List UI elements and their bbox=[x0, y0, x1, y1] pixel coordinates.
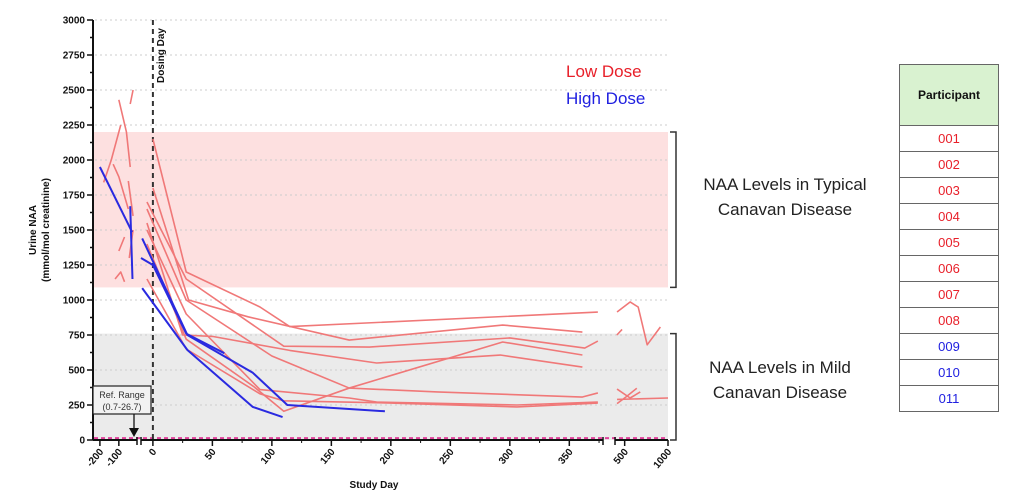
table-row: 005 bbox=[899, 229, 999, 256]
y-tick-label: 2500 bbox=[63, 86, 86, 97]
table-row: 004 bbox=[899, 203, 999, 230]
series-line-010 bbox=[141, 287, 283, 418]
x-tick-label: 50 bbox=[203, 447, 219, 463]
table-row: 003 bbox=[899, 177, 999, 204]
series-line-011 bbox=[140, 257, 225, 355]
table-row: 011 bbox=[899, 385, 999, 412]
participant-id: 003 bbox=[899, 177, 999, 204]
y-tick-label: 1000 bbox=[63, 296, 86, 307]
x-tick-label: 200 bbox=[378, 447, 397, 467]
series-line-002 bbox=[616, 328, 623, 336]
x-axis-label: Study Day bbox=[350, 480, 399, 491]
x-tick-label: -100 bbox=[104, 447, 126, 470]
series-line-006 bbox=[129, 89, 134, 105]
legend-high-dose: High Dose bbox=[566, 89, 646, 108]
reference-range-box bbox=[92, 385, 152, 415]
participant-id: 011 bbox=[899, 385, 999, 412]
table-row: 006 bbox=[899, 255, 999, 282]
table-row: 007 bbox=[899, 281, 999, 308]
y-tick-label: 2000 bbox=[63, 156, 86, 167]
table-header: Participant bbox=[899, 64, 999, 126]
series-line-004 bbox=[118, 236, 126, 252]
y-axis-label: Urine NAA (mmol/mol creatinine) bbox=[28, 178, 52, 282]
table-row: 001 bbox=[899, 125, 999, 152]
series-line-001 bbox=[118, 99, 132, 168]
participant-id: 008 bbox=[899, 307, 999, 334]
participant-id: 001 bbox=[899, 125, 999, 152]
reference-range-label: Ref. Range bbox=[99, 390, 145, 400]
series-line-001 bbox=[616, 301, 662, 346]
y-tick-label: 500 bbox=[68, 366, 85, 377]
x-tick-label: 150 bbox=[319, 447, 338, 467]
series-line-005 bbox=[616, 388, 641, 399]
series-line-002 bbox=[152, 187, 583, 341]
y-tick-label: 250 bbox=[68, 401, 85, 412]
y-tick-label: 1750 bbox=[63, 191, 86, 202]
table-row: 002 bbox=[899, 151, 999, 178]
y-tick-label: 1250 bbox=[63, 261, 86, 272]
x-tick-label: 350 bbox=[556, 447, 575, 467]
y-tick-label: 0 bbox=[79, 436, 85, 447]
table-row: 008 bbox=[899, 307, 999, 334]
mild-band-label: NAA Levels in Mild Canavan Disease bbox=[709, 358, 851, 402]
series-line-007 bbox=[127, 180, 134, 217]
series-line-005 bbox=[114, 271, 126, 283]
reference-arrow-head bbox=[129, 428, 139, 437]
series-line-001 bbox=[152, 138, 598, 328]
y-axis-label-line2: (mmol/mol creatinine) bbox=[41, 178, 52, 282]
participant-id: 010 bbox=[899, 359, 999, 386]
x-tick-label: 1000 bbox=[652, 447, 675, 471]
x-tick-label: 250 bbox=[437, 447, 456, 467]
series-line-002 bbox=[102, 124, 122, 183]
reference-range-value: (0.7-26.7) bbox=[102, 402, 141, 412]
y-tick-label: 2250 bbox=[63, 121, 86, 132]
series-line-008 bbox=[616, 387, 638, 405]
y-tick-label: 1500 bbox=[63, 226, 86, 237]
series-line-003 bbox=[146, 201, 599, 349]
series-line-003 bbox=[112, 163, 130, 210]
typical-band-label: NAA Levels in Typical Canavan Disease bbox=[703, 175, 867, 219]
y-tick-label: 750 bbox=[68, 331, 85, 342]
participant-table: Participant 001 002 003 004 005 006 007 008 009 0… bbox=[899, 64, 999, 412]
x-tick-label: 100 bbox=[259, 447, 278, 467]
series-line-010 bbox=[129, 206, 134, 280]
band-bracket-1 bbox=[670, 332, 677, 441]
x-tick-label: -200 bbox=[85, 447, 107, 470]
band-0 bbox=[94, 132, 668, 288]
x-tick-label: 300 bbox=[497, 447, 516, 467]
participant-id: 006 bbox=[899, 255, 999, 282]
table-row: 009 bbox=[899, 333, 999, 360]
y-tick-label: 2750 bbox=[63, 51, 86, 62]
series-line-007 bbox=[617, 397, 669, 401]
series-line-009 bbox=[98, 166, 134, 233]
participant-id: 005 bbox=[899, 229, 999, 256]
band-bracket-0 bbox=[670, 131, 677, 289]
dosing-day-label: Dosing Day bbox=[156, 28, 167, 83]
series-line-006 bbox=[146, 243, 583, 413]
x-tick-label: 0 bbox=[147, 447, 159, 459]
y-tick-label: 3000 bbox=[63, 16, 86, 27]
participant-id: 004 bbox=[899, 203, 999, 230]
table-row: 010 bbox=[899, 359, 999, 386]
y-axis-label-line1: Urine NAA bbox=[28, 205, 39, 255]
legend-low-dose: Low Dose bbox=[566, 62, 642, 81]
participant-id: 009 bbox=[899, 333, 999, 360]
x-tick-label: 500 bbox=[612, 447, 631, 467]
participant-id: 002 bbox=[899, 151, 999, 178]
participant-id: 007 bbox=[899, 281, 999, 308]
series-line-004 bbox=[146, 222, 583, 368]
series-line-007 bbox=[146, 229, 598, 406]
band-1 bbox=[94, 333, 668, 440]
